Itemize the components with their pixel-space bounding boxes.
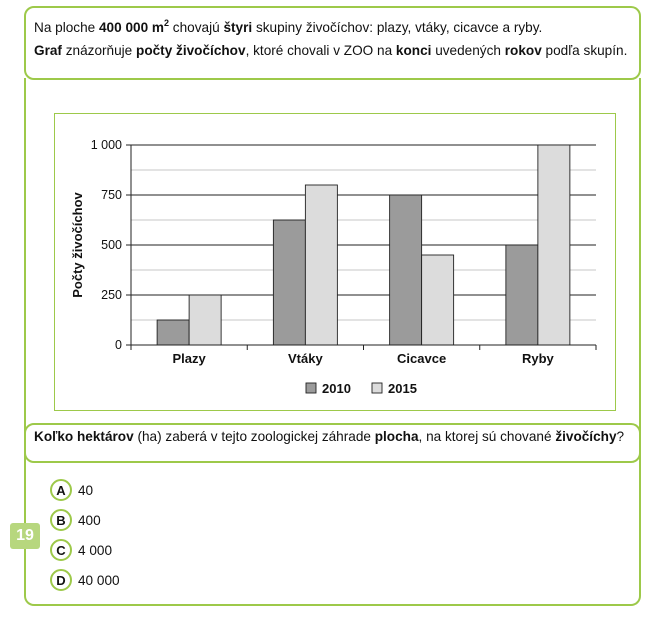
intro-text: chovajú	[169, 20, 224, 35]
intro-text: znázorňuje	[61, 43, 137, 58]
intro-four: štyri	[223, 20, 253, 35]
option-text-b: 400	[78, 512, 101, 528]
option-d[interactable]: D 40 000	[50, 569, 120, 591]
legend-swatch-2010	[305, 382, 317, 394]
option-letter-d[interactable]: D	[50, 569, 72, 591]
intro-pocty: počty živočíchov	[136, 43, 246, 58]
intro-text: Na ploche	[34, 20, 99, 35]
option-c[interactable]: C 4 000	[50, 539, 112, 561]
y-tick-label: 0	[115, 338, 122, 352]
option-text-a: 40	[78, 482, 94, 498]
y-tick-label: 500	[101, 238, 122, 252]
option-a[interactable]: A 40	[50, 479, 93, 501]
intro-rokov: rokov	[504, 43, 542, 58]
legend-swatch-2015	[371, 382, 383, 394]
question-bold-hektarov: Koľko hektárov	[34, 429, 134, 444]
bar-2010-vtáky	[272, 219, 306, 346]
intro-graf: Graf	[34, 43, 62, 58]
bar-2015-cicavce	[421, 254, 455, 346]
y-axis-label: Počty živočíchov	[70, 191, 85, 297]
option-text-c: 4 000	[78, 542, 113, 558]
bar-2015-vtáky	[304, 184, 338, 346]
bar-2015-plazy	[188, 294, 222, 346]
bar-chart: 0 250 500 750 1 000 Plazy Vtáky Cicavce Ryby Počt…	[70, 138, 597, 396]
y-tick-label: 750	[101, 188, 122, 202]
intro-text: uvedených	[431, 43, 505, 58]
option-b[interactable]: B 400	[50, 509, 101, 531]
intro-box: Na ploche 400 000 m2 chovajú štyri skupi…	[24, 6, 641, 80]
task-frame	[24, 78, 641, 606]
intro-area-sup: 2	[164, 18, 170, 28]
intro-text: podľa skupín.	[541, 43, 628, 58]
question-box: Koľko hektárov (ha) zaberá v tejto zoolo…	[24, 423, 641, 463]
x-tick-label: Vtáky	[288, 351, 323, 366]
question-bold-zivocichy: živočíchy	[555, 429, 617, 444]
x-tick-label: Plazy	[173, 351, 207, 366]
bar-2010-plazy	[156, 319, 190, 346]
question-bold-plocha: plocha	[374, 429, 419, 444]
intro-area: 400 000 m	[99, 20, 165, 35]
option-letter-a[interactable]: A	[50, 479, 72, 501]
y-tick-label: 1 000	[91, 138, 122, 152]
question-text: (ha) zaberá v tejto zoologickej záhrade	[133, 429, 375, 444]
y-tick-label: 250	[101, 288, 122, 302]
intro-text: skupiny živočíchov: plazy, vtáky, cicavc…	[252, 20, 543, 35]
x-tick-label: Ryby	[522, 351, 555, 366]
legend-label-2015: 2015	[388, 381, 417, 396]
question-text: , na ktorej sú chované	[418, 429, 556, 444]
bar-2010-cicavce	[389, 194, 423, 346]
intro-line-1: Na ploche 400 000 m2 chovajú štyri skupi…	[34, 14, 631, 37]
bar-2010-ryby	[505, 244, 539, 346]
option-letter-c[interactable]: C	[50, 539, 72, 561]
option-text-d: 40 000	[78, 572, 120, 588]
task-number-badge: 19	[10, 523, 40, 549]
x-tick-label: Cicavce	[397, 351, 446, 366]
legend-label-2010: 2010	[322, 381, 351, 396]
intro-line-2: Graf znázorňuje počty živočíchov, ktoré …	[34, 41, 631, 60]
intro-text: , ktoré chovali v ZOO na	[245, 43, 396, 58]
option-letter-b[interactable]: B	[50, 509, 72, 531]
question-text: ?	[616, 429, 625, 444]
intro-konci: konci	[395, 43, 432, 58]
bar-2015-ryby	[537, 144, 571, 346]
